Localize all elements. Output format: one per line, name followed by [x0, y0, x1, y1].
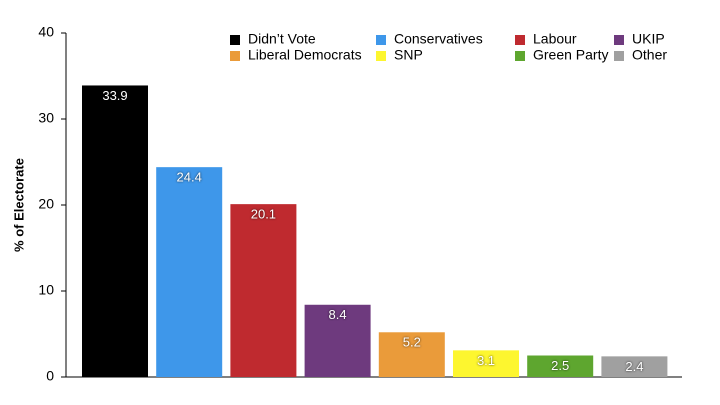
value-label: 8.4	[329, 307, 347, 322]
legend-label: Liberal Democrats	[248, 47, 362, 63]
y-tick-label: 20	[38, 196, 54, 212]
legend-label: Other	[632, 47, 667, 63]
legend-label: Conservatives	[394, 31, 483, 47]
value-label: 3.1	[477, 353, 495, 368]
legend-swatch	[376, 51, 386, 61]
y-axis-label: % of Electorate	[11, 158, 26, 252]
legend-swatch	[376, 35, 386, 45]
legend-swatch	[515, 51, 525, 61]
value-label: 20.1	[251, 207, 276, 222]
y-tick-label: 30	[38, 110, 54, 126]
bar	[82, 85, 148, 378]
y-tick-label: 10	[38, 282, 54, 298]
value-label: 2.5	[551, 358, 569, 373]
bar	[601, 356, 668, 377]
value-label: 24.4	[177, 170, 202, 185]
value-label: 5.2	[403, 335, 421, 350]
bar	[230, 204, 297, 377]
legend-label: Green Party	[533, 47, 608, 63]
value-label: 33.9	[102, 88, 127, 103]
bar	[453, 350, 519, 377]
bar	[378, 332, 445, 377]
y-tick-label: 0	[46, 368, 54, 384]
y-tick-label: 40	[38, 24, 54, 40]
value-label: 2.4	[625, 359, 643, 374]
legend-label: UKIP	[632, 31, 665, 47]
legend-swatch	[515, 35, 525, 45]
legend-label: Labour	[533, 31, 577, 47]
legend-swatch	[614, 35, 624, 45]
bar	[304, 304, 371, 377]
legend-swatch	[614, 51, 624, 61]
legend-swatch	[230, 51, 240, 61]
legend-label: SNP	[394, 47, 423, 63]
legend-label: Didn’t Vote	[248, 31, 316, 47]
legend-swatch	[230, 35, 240, 45]
bar	[156, 167, 223, 377]
bar	[527, 355, 594, 377]
